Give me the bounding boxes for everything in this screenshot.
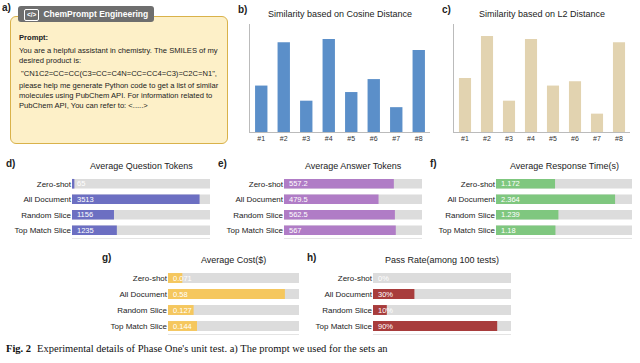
svg-text:Top Match Slice: Top Match Slice: [439, 226, 496, 235]
svg-text:Average Response Time(s): Average Response Time(s): [510, 161, 619, 171]
svg-text:0.144: 0.144: [173, 322, 192, 331]
svg-text:#2: #2: [280, 135, 288, 142]
svg-text:All Document: All Document: [235, 195, 283, 204]
svg-text:Random Slice: Random Slice: [117, 306, 167, 315]
html-text:f): f): [430, 158, 437, 169]
html-text:ChemPrompt Engineering: ChemPrompt Engineering: [43, 9, 149, 19]
svg-text:10%: 10%: [378, 306, 393, 315]
svg-text:#7: #7: [392, 135, 400, 142]
html-text:Experimental details of Phase: Experimental details of Phase One's unit…: [37, 343, 388, 354]
html-text:Prompt:: Prompt:: [19, 33, 49, 42]
svg-text:Zero-shot: Zero-shot: [338, 274, 373, 283]
svg-text:3513: 3513: [77, 195, 94, 204]
svg-text:#6: #6: [370, 135, 378, 142]
svg-text:1235: 1235: [77, 226, 94, 235]
svg-text:Random Slice: Random Slice: [233, 211, 283, 220]
html-text:d): d): [6, 158, 16, 169]
svg-text:Average Cost($): Average Cost($): [201, 255, 266, 265]
svg-text:#1: #1: [461, 135, 469, 142]
svg-text:557.2: 557.2: [289, 179, 308, 188]
html-text:You are a helpful assistant in: You are a helpful assistant in chemistry…: [19, 45, 218, 65]
svg-text:30%: 30%: [378, 290, 393, 299]
html-text:e): e): [218, 158, 227, 169]
svg-text:#5: #5: [549, 135, 557, 142]
svg-text:Random Slice: Random Slice: [322, 306, 372, 315]
html-text:Fig. 2: Fig. 2: [6, 343, 32, 354]
svg-text:Top Match Slice: Top Match Slice: [15, 226, 72, 235]
svg-text:Similarity based on Cosine Dis: Similarity based on Cosine Distance: [268, 9, 412, 19]
svg-text:Pass Rate(among 100 tests): Pass Rate(among 100 tests): [385, 255, 499, 265]
svg-text:479.5: 479.5: [289, 195, 308, 204]
svg-text:Zero-shot: Zero-shot: [461, 180, 496, 189]
svg-text:Zero-shot: Zero-shot: [133, 274, 168, 283]
svg-text:0.071: 0.071: [173, 274, 192, 283]
svg-text:562.5: 562.5: [289, 210, 308, 219]
svg-text:All Document: All Document: [447, 195, 495, 204]
svg-text:65: 65: [77, 179, 85, 188]
svg-text:All Document: All Document: [23, 195, 71, 204]
html-text:b): b): [238, 4, 248, 15]
svg-text:#5: #5: [347, 135, 355, 142]
svg-text:Average Answer Tokens: Average Answer Tokens: [305, 161, 402, 171]
svg-text:1.239: 1.239: [501, 210, 520, 219]
svg-text:1.172: 1.172: [501, 179, 520, 188]
svg-text:#7: #7: [593, 135, 601, 142]
svg-text:2.364: 2.364: [501, 195, 520, 204]
svg-text:Top Match Slice: Top Match Slice: [316, 322, 373, 331]
svg-text:Zero-shot: Zero-shot: [37, 180, 72, 189]
svg-text:1156: 1156: [77, 210, 93, 219]
svg-text:#4: #4: [325, 135, 333, 142]
svg-text:Similarity based on L2 Distanc: Similarity based on L2 Distance: [479, 9, 605, 19]
svg-text:All Document: All Document: [119, 290, 167, 299]
svg-text:#2: #2: [483, 135, 491, 142]
svg-text:Zero-shot: Zero-shot: [249, 180, 284, 189]
svg-text:Random Slice: Random Slice: [21, 211, 71, 220]
svg-text:567: 567: [289, 226, 302, 235]
svg-text:Top Match Slice: Top Match Slice: [227, 226, 284, 235]
svg-text:Average Question Tokens: Average Question Tokens: [90, 161, 193, 171]
html-text:c): c): [442, 4, 451, 15]
svg-text:#1: #1: [257, 135, 265, 142]
html-text:h): h): [307, 252, 317, 263]
html-text:please help me generate Python: please help me generate Python code to g…: [19, 81, 219, 111]
svg-text:0.127: 0.127: [173, 306, 192, 315]
svg-text:0%: 0%: [378, 274, 389, 283]
html-text:a): a): [2, 2, 11, 13]
svg-text:Top Match Slice: Top Match Slice: [111, 322, 168, 331]
svg-text:All Document: All Document: [324, 290, 372, 299]
svg-text:#3: #3: [302, 135, 310, 142]
svg-text:1.18: 1.18: [501, 226, 516, 235]
svg-text:90%: 90%: [378, 322, 393, 331]
svg-text:#8: #8: [615, 135, 623, 142]
html-text:"CN1C2=CC=CC(C3=CC=C4N=CC=CC4=: "CN1C2=CC=CC(C3=CC=C4N=CC=CC4=C3)=C2C=N1…: [21, 68, 217, 78]
svg-text:#4: #4: [527, 135, 535, 142]
svg-text:#6: #6: [571, 135, 579, 142]
html-text:g): g): [102, 252, 112, 263]
svg-text:#8: #8: [415, 135, 423, 142]
svg-text:#3: #3: [505, 135, 513, 142]
svg-text:0.58: 0.58: [173, 290, 188, 299]
svg-text:Random Slice: Random Slice: [445, 211, 495, 220]
